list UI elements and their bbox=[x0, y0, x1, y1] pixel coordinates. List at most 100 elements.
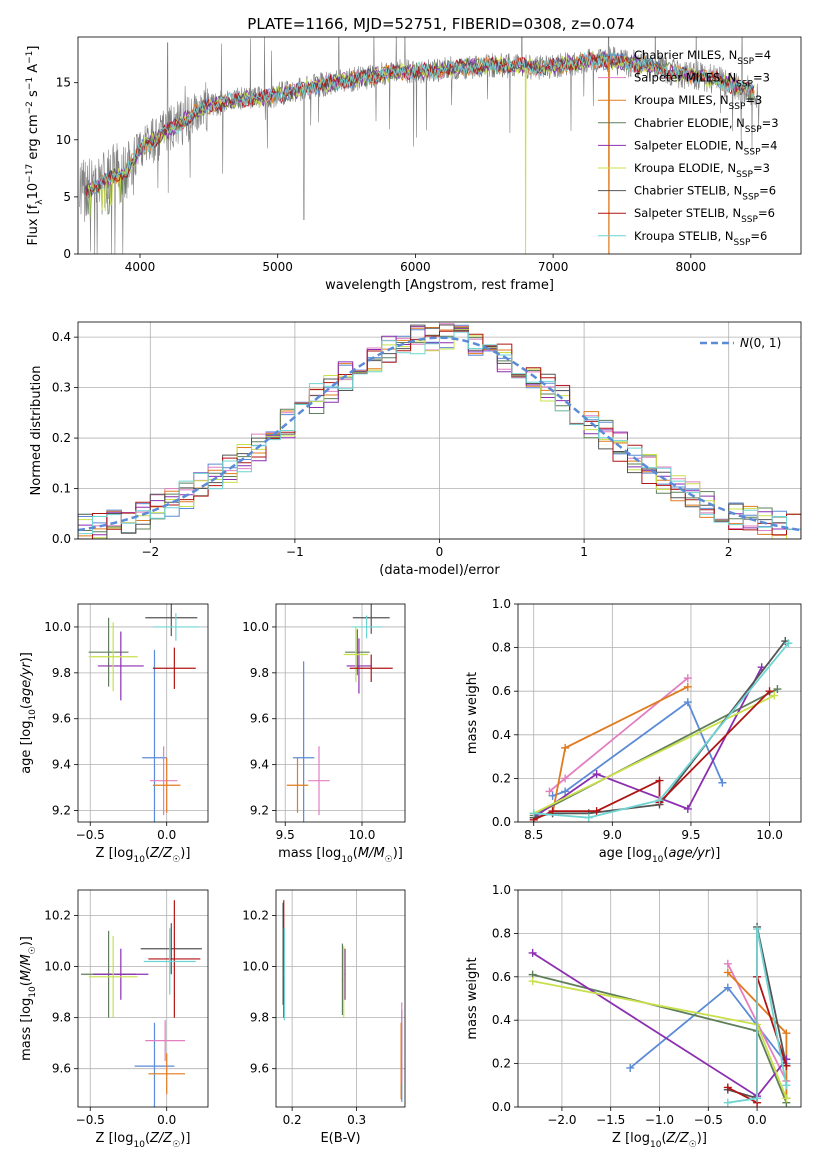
y-tick-label: 0.2 bbox=[492, 771, 511, 785]
weight-marker bbox=[723, 968, 732, 977]
weight-marker bbox=[592, 770, 601, 779]
weight-marker bbox=[548, 807, 557, 816]
weight-marker bbox=[784, 639, 793, 648]
mass_vs_EBV-axes: 0.2 0.3 9.6 9.8 10.0 10.2 E(B-V) bbox=[242, 889, 406, 1146]
x-tick-label: 0.3 bbox=[347, 1113, 366, 1127]
legend-entry: Salpeter MILES, NSSP=3 bbox=[634, 71, 770, 90]
gaussian-curve bbox=[78, 336, 801, 532]
errorbar-point bbox=[93, 948, 149, 1000]
y-tick-label: 9.6 bbox=[250, 1062, 269, 1076]
weight-marker bbox=[770, 691, 779, 700]
x-tick-label: −2.0 bbox=[547, 1113, 576, 1127]
y-tick-label: 5 bbox=[63, 190, 71, 204]
legend-entry: Salpeter STELIB, NSSP=6 bbox=[634, 206, 775, 225]
errorbar-point bbox=[88, 622, 138, 692]
x-axis-label: Z [log10(Z/Z☉)] bbox=[96, 1131, 191, 1150]
legend-entry: Kroupa MILES, NSSP=3 bbox=[634, 93, 762, 112]
y-axis-label: Flux [fλ10−17 erg cm−2 s−1 A−1] bbox=[25, 46, 45, 246]
x-tick-label: 4000 bbox=[125, 260, 156, 274]
x-tick-label: 6000 bbox=[400, 260, 431, 274]
errorbar-point bbox=[400, 1022, 402, 1100]
y-tick-label: 10.0 bbox=[44, 960, 71, 974]
weight-line bbox=[552, 700, 724, 797]
y-tick-label: 0.4 bbox=[52, 330, 71, 344]
weight-marker bbox=[683, 674, 692, 683]
weight-marker bbox=[528, 977, 537, 986]
spectrum-gap-line bbox=[608, 62, 610, 254]
x-tick-label: 0 bbox=[436, 545, 444, 559]
weight-marker bbox=[683, 698, 692, 707]
mass_vs_EBV-plot-area bbox=[282, 900, 403, 1102]
x-tick-label: 8.5 bbox=[524, 828, 543, 842]
errorbar-point bbox=[149, 746, 178, 816]
spectrum-plot-area bbox=[79, 37, 760, 254]
y-tick-label: 9.8 bbox=[52, 1011, 71, 1025]
y-axis-label: age [log10(age/yr)] bbox=[19, 652, 38, 774]
errorbar-point bbox=[341, 943, 344, 1016]
axes-frame bbox=[517, 889, 802, 1108]
axes-frame bbox=[275, 889, 406, 1108]
axes-frame bbox=[275, 603, 406, 823]
residuals-axes: −2 −1 0 1 2 0.0 0.1 0.2 0.3 0.4 N(0, 1) (data-model… bbox=[29, 321, 802, 578]
errorbar-point bbox=[343, 946, 345, 1018]
weight-marker bbox=[545, 787, 554, 796]
legend-entry: Chabrier MILES, NSSP=4 bbox=[634, 48, 771, 67]
errorbar-point bbox=[134, 1022, 175, 1107]
x-tick-label: −0.5 bbox=[694, 1113, 723, 1127]
age_vs_mass-axes: 9.5 10.0 9.2 9.4 9.6 9.8 10.0 mass [log10(M/M☉)… bbox=[242, 603, 406, 865]
x-tick-label: −1.5 bbox=[596, 1113, 625, 1127]
y-tick-label: 9.2 bbox=[52, 804, 71, 818]
spectrum-legend: Chabrier MILES, NSSP=4 Salpeter MILES, NS… bbox=[598, 48, 779, 248]
errorbar-point bbox=[143, 928, 196, 995]
x-tick-label: 10.0 bbox=[349, 828, 376, 842]
weight-marker bbox=[584, 813, 593, 822]
axes-frame bbox=[77, 36, 802, 255]
errorbar-point bbox=[346, 638, 372, 694]
x-tick-label: −0.5 bbox=[76, 828, 105, 842]
y-tick-label: 10.2 bbox=[242, 909, 269, 923]
x-axis-label: wavelength [Angstrom, rest frame] bbox=[325, 278, 554, 293]
y-tick-label: 0.4 bbox=[492, 728, 511, 742]
weight-marker bbox=[655, 796, 664, 805]
y-tick-label: 9.8 bbox=[250, 666, 269, 680]
x-tick-label: 0.0 bbox=[748, 1113, 767, 1127]
errorbar-point bbox=[145, 1020, 186, 1062]
y-tick-label: 10.2 bbox=[44, 909, 71, 923]
x-tick-label: 9.5 bbox=[276, 828, 295, 842]
weight-marker bbox=[561, 774, 570, 783]
y-tick-label: 9.8 bbox=[52, 666, 71, 680]
y-tick-label: 0.6 bbox=[492, 684, 511, 698]
errorbar-point bbox=[145, 604, 198, 637]
x-axis-label: Z [log10(Z/Z☉)] bbox=[612, 1131, 707, 1150]
y-axis-label: Normed distribution bbox=[29, 366, 44, 496]
weight-marker bbox=[528, 948, 537, 957]
weight-marker bbox=[683, 682, 692, 691]
weight_vs_age-plot-area bbox=[529, 637, 793, 822]
weight_vs_Z-plot-area bbox=[528, 922, 791, 1107]
weight-marker bbox=[529, 809, 538, 818]
y-tick-label: 9.6 bbox=[52, 712, 71, 726]
residuals-plot-area bbox=[78, 323, 801, 539]
weight-marker bbox=[561, 787, 570, 796]
errorbar-point bbox=[308, 746, 330, 816]
y-tick-label: 0.6 bbox=[492, 970, 511, 984]
errorbar-point bbox=[345, 629, 370, 676]
errorbar-point bbox=[148, 900, 201, 1018]
age_vs_Z-axes: −0.5 0.0 9.2 9.4 9.6 9.8 10.0 Z [log10(Z/Z☉)] ag… bbox=[19, 603, 209, 865]
figure-title: PLATE=1166, MJD=52751, FIBERID=0308, z=0… bbox=[247, 15, 634, 33]
residual-histogram bbox=[78, 324, 801, 539]
weight-marker bbox=[773, 685, 782, 694]
legend-entry: N(0, 1) bbox=[740, 336, 781, 350]
weight_vs_Z-axes: −2.0 −1.5 −1.0 −0.5 0.0 0.0 0.2 0.4 0.6 0.8 1.0 Z [… bbox=[465, 883, 802, 1150]
y-tick-label: 10.0 bbox=[242, 620, 269, 634]
weight_vs_age-axes: 8.5 9.0 9.5 10.0 0.0 0.2 0.4 0.6 0.8 1.0 age [log1… bbox=[465, 597, 802, 865]
legend-entry: Salpeter ELODIE, NSSP=4 bbox=[634, 138, 777, 157]
axes-frame bbox=[77, 889, 209, 1108]
weight-marker bbox=[683, 804, 692, 813]
age_vs_mass-plot-area bbox=[286, 604, 393, 822]
weight-marker bbox=[782, 1094, 791, 1103]
errorbar-point bbox=[349, 654, 393, 683]
y-axis-label: mass weight bbox=[465, 957, 480, 1039]
weight-marker bbox=[655, 776, 664, 785]
axes-frame bbox=[77, 321, 802, 540]
